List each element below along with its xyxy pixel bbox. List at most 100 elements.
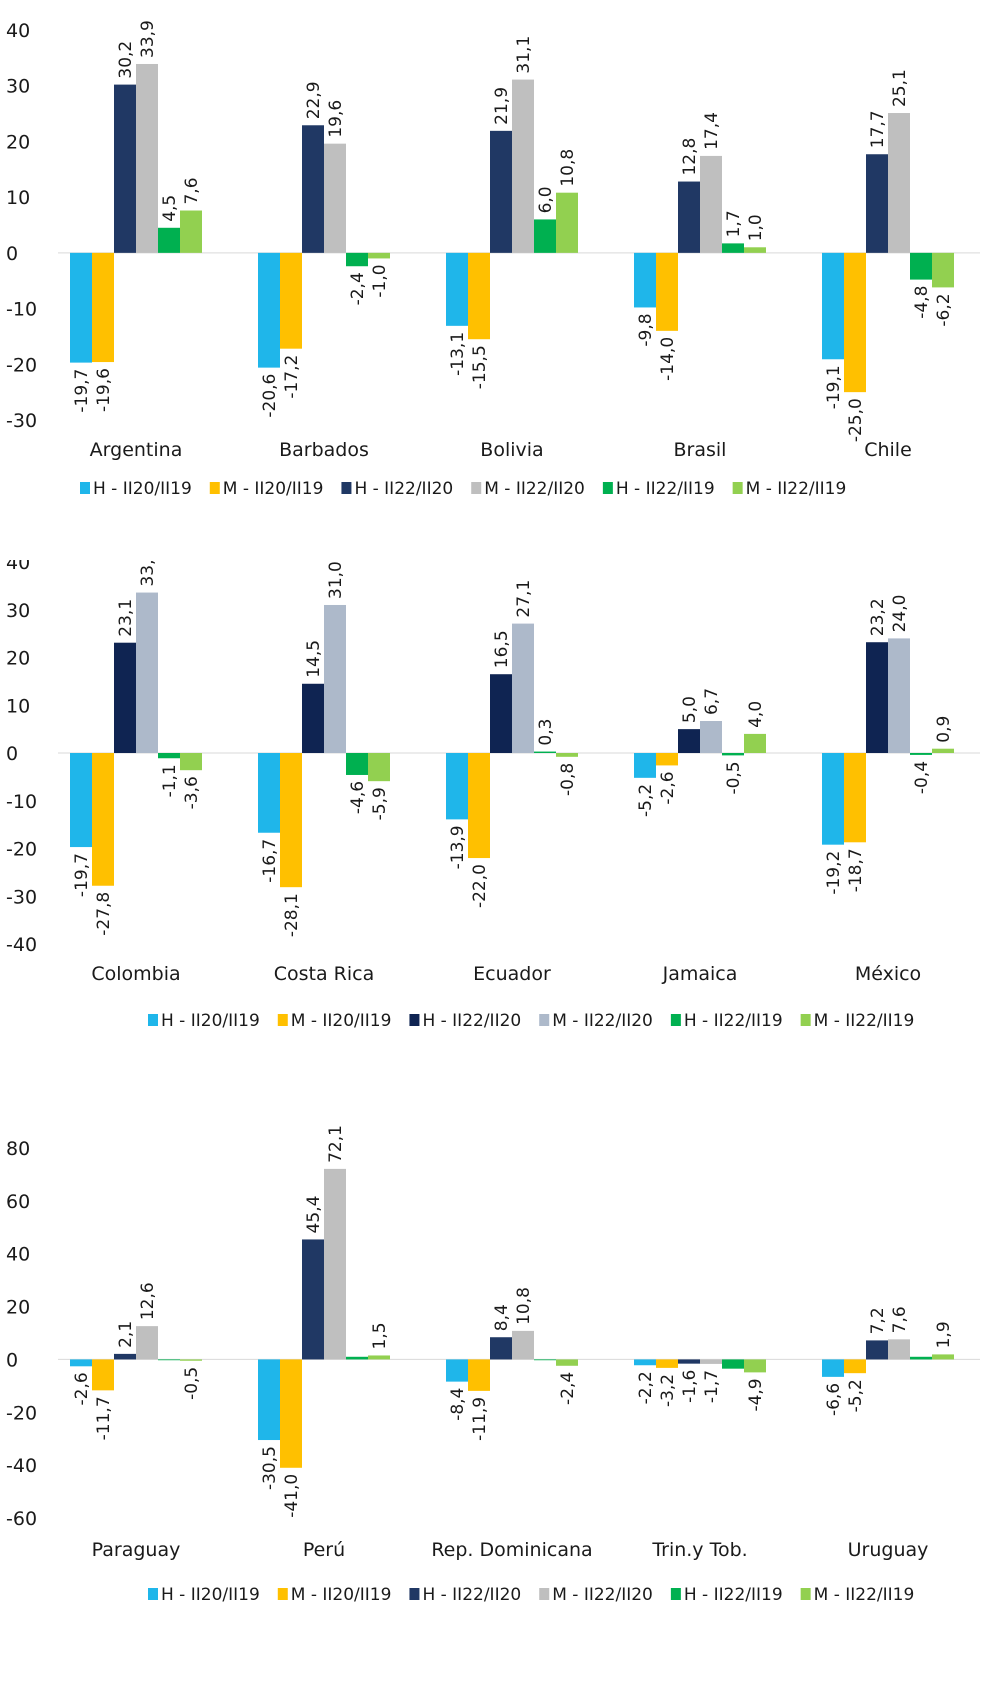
- bar: [490, 130, 512, 253]
- bar: [722, 243, 744, 253]
- data-label: 45,4: [304, 1196, 324, 1234]
- bar: [302, 1239, 324, 1360]
- y-tick-label: 0: [6, 1349, 18, 1371]
- data-label: 25,1: [890, 69, 910, 107]
- data-label: -0,5: [182, 1367, 202, 1400]
- data-label: 2,1: [116, 1321, 136, 1348]
- legend-swatch: [341, 482, 352, 494]
- data-label: 12,8: [680, 138, 700, 176]
- bar: [324, 143, 346, 253]
- legend-label: M - II22/II20: [552, 1011, 653, 1031]
- y-tick-label: 30: [6, 600, 30, 622]
- data-label: 1,0: [746, 214, 766, 241]
- legend-swatch: [148, 1588, 158, 1600]
- data-label: 22,9: [304, 81, 324, 119]
- legend-label: M - II22/II19: [814, 1585, 915, 1605]
- bar: [368, 753, 390, 782]
- y-tick-label: 10: [6, 695, 30, 717]
- y-tick-label: 60: [6, 1191, 30, 1213]
- bar: [844, 753, 866, 843]
- data-label: 7,6: [182, 177, 202, 204]
- legend-swatch: [800, 1588, 811, 1600]
- data-label: 23,1: [116, 599, 136, 637]
- legend-label: H - II22/II19: [616, 479, 715, 499]
- data-label: -1,1: [160, 764, 180, 797]
- bar: [346, 1356, 368, 1360]
- y-tick-label: -10: [6, 791, 37, 813]
- bar: [346, 753, 368, 775]
- bar: [656, 252, 678, 331]
- bar: [280, 753, 302, 888]
- data-label: -13,1: [448, 332, 468, 376]
- legend-swatch: [670, 1014, 681, 1026]
- bar: [866, 1340, 888, 1360]
- bar: [446, 753, 468, 820]
- y-tick-label: 40: [6, 560, 30, 574]
- legend-swatch: [80, 482, 90, 494]
- legend-swatch: [670, 1588, 681, 1600]
- data-label: -6,6: [824, 1383, 844, 1416]
- bar: [346, 252, 368, 267]
- legend-label: M - II22/II20: [484, 479, 585, 499]
- bar: [910, 753, 932, 755]
- bar: [700, 155, 722, 253]
- data-label: -0,8: [558, 763, 578, 796]
- bar: [822, 252, 844, 360]
- category-label: Jamaica: [662, 963, 738, 985]
- category-label: Chile: [864, 439, 912, 461]
- data-label: -9,8: [636, 313, 656, 346]
- data-label: -8,4: [448, 1388, 468, 1421]
- data-label: -18,7: [846, 848, 866, 892]
- data-label: -5,2: [636, 784, 656, 817]
- bar: [158, 227, 180, 253]
- bar: [114, 642, 136, 753]
- bar: [556, 1359, 578, 1366]
- data-label: -14,0: [658, 337, 678, 381]
- bar: [92, 252, 114, 363]
- bar: [910, 1356, 932, 1360]
- bar: [744, 247, 766, 253]
- data-label: -27,8: [94, 892, 114, 936]
- bar: [302, 125, 324, 253]
- data-label: 17,7: [868, 110, 888, 148]
- bar: [446, 1359, 468, 1382]
- data-label: -20,6: [260, 374, 280, 418]
- bar: [490, 1337, 512, 1360]
- data-label: 31,0: [326, 561, 346, 599]
- legend-label: H - II22/II20: [422, 1011, 521, 1031]
- bar: [678, 181, 700, 253]
- data-label: -1,6: [680, 1370, 700, 1403]
- data-label: -16,7: [260, 839, 280, 883]
- bar: [70, 753, 92, 848]
- data-label: -0,5: [724, 761, 744, 794]
- bar: [722, 753, 744, 756]
- legend-label: M - II22/II20: [552, 1585, 653, 1605]
- legend-label: H - II20/II19: [161, 1585, 260, 1605]
- bar: [280, 1359, 302, 1468]
- bar: [866, 642, 888, 753]
- y-tick-label: -20: [6, 1402, 37, 1424]
- bar: [910, 252, 932, 280]
- bar: [888, 113, 910, 253]
- legend-swatch: [471, 482, 482, 494]
- data-label: 7,2: [868, 1307, 888, 1334]
- bar: [844, 1359, 866, 1374]
- legend-swatch: [602, 482, 613, 494]
- legend-label: H - II20/II19: [161, 1011, 260, 1031]
- category-label: Argentina: [90, 439, 183, 461]
- bar: [656, 753, 678, 766]
- bar: [468, 252, 490, 340]
- data-label: -0,4: [912, 761, 932, 794]
- chart-colombia-mexico: 40 30 20 10 0 -10 -20 -30 -40 -19,7-27,8 23,133,6 -…: [6, 560, 980, 1031]
- bar: [324, 604, 346, 753]
- bar: [280, 252, 302, 349]
- data-label: -19,7: [72, 853, 92, 897]
- data-label: -2,2: [636, 1371, 656, 1404]
- data-label: -2,6: [658, 771, 678, 804]
- data-label: 6,7: [702, 688, 722, 715]
- bar: [368, 252, 390, 259]
- bar: [678, 1359, 700, 1364]
- data-label: 33,9: [138, 20, 158, 58]
- data-label: -11,9: [470, 1397, 490, 1441]
- y-tick-label: -20: [6, 354, 37, 376]
